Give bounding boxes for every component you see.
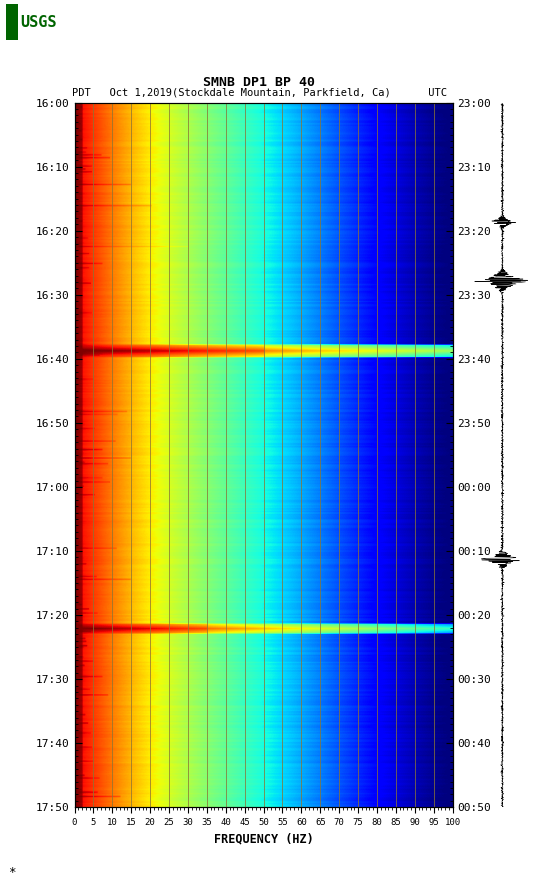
Text: PDT   Oct 1,2019(Stockdale Mountain, Parkfield, Ca)      UTC: PDT Oct 1,2019(Stockdale Mountain, Parkf… [72,87,447,98]
Text: USGS: USGS [20,15,57,29]
X-axis label: FREQUENCY (HZ): FREQUENCY (HZ) [214,832,314,846]
Text: *: * [8,866,16,879]
Text: SMNB DP1 BP 40: SMNB DP1 BP 40 [204,76,315,88]
Bar [6,4,18,40]
